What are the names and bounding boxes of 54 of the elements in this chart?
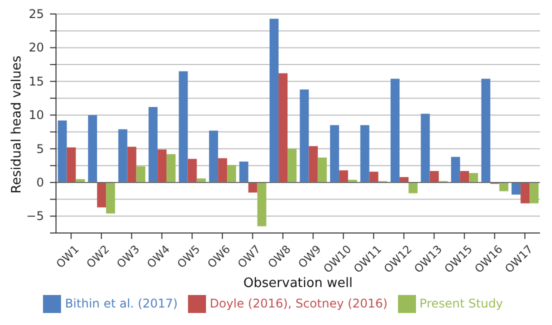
bar bbox=[318, 158, 327, 182]
bar bbox=[288, 148, 297, 182]
bar bbox=[188, 158, 197, 182]
bar bbox=[400, 177, 409, 182]
y-tick-label: 0 bbox=[36, 175, 44, 190]
bar bbox=[481, 78, 490, 182]
bar bbox=[451, 156, 460, 182]
bar bbox=[278, 73, 288, 182]
y-tick-label: 5 bbox=[36, 142, 44, 156]
x-axis-title: Observation well bbox=[243, 276, 353, 291]
bar bbox=[360, 125, 370, 182]
bar bbox=[136, 166, 146, 182]
y-tick-label: 10 bbox=[28, 108, 44, 122]
bar bbox=[257, 182, 266, 226]
bar bbox=[58, 120, 67, 182]
bar bbox=[460, 171, 470, 182]
bar bbox=[430, 171, 439, 182]
bar bbox=[227, 164, 236, 182]
bar bbox=[178, 71, 188, 182]
bar bbox=[66, 147, 76, 182]
bar bbox=[218, 158, 228, 182]
legend-label: Bithin et al. (2017) bbox=[64, 296, 178, 310]
legend-label: Doyle (2016), Scotney (2016) bbox=[210, 296, 388, 310]
bar bbox=[106, 182, 116, 214]
y-tick-label: −5 bbox=[26, 209, 44, 224]
bar bbox=[158, 149, 167, 182]
bar bbox=[209, 130, 218, 182]
bar bbox=[308, 146, 318, 182]
bar bbox=[469, 173, 478, 182]
bar bbox=[512, 182, 521, 195]
y-tick-label: 25 bbox=[28, 7, 44, 21]
bar bbox=[270, 18, 279, 182]
y-tick-label: 20 bbox=[28, 40, 44, 55]
y-tick-label: 15 bbox=[28, 74, 44, 88]
bar bbox=[118, 129, 128, 182]
bar bbox=[330, 125, 340, 182]
bar bbox=[499, 182, 508, 192]
legend-label: Present Study bbox=[420, 296, 504, 310]
bar bbox=[127, 146, 136, 182]
bar bbox=[339, 170, 348, 182]
bar bbox=[300, 89, 309, 182]
bar bbox=[420, 114, 430, 182]
bar bbox=[520, 182, 530, 204]
bar bbox=[239, 162, 248, 182]
bar bbox=[530, 182, 539, 204]
bar bbox=[88, 115, 98, 182]
bar bbox=[166, 154, 176, 182]
y-axis-title: Residual head values bbox=[10, 55, 25, 194]
bar bbox=[390, 78, 400, 182]
bar bbox=[97, 182, 106, 208]
bar bbox=[248, 182, 258, 193]
bar bbox=[369, 172, 378, 182]
bar bbox=[148, 106, 158, 182]
bar bbox=[408, 182, 418, 194]
